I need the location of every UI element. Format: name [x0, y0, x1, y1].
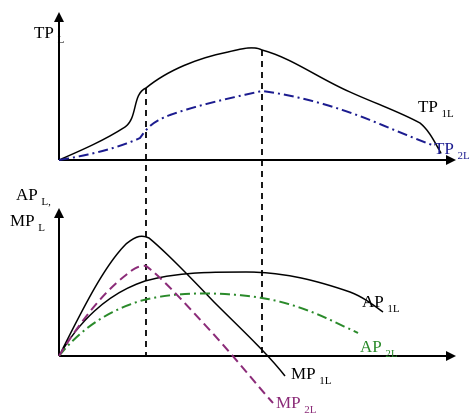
mp2l-label-sub: 2L — [304, 404, 317, 416]
mp2l-label-main: MP — [276, 393, 300, 412]
mp1l-label-main: MP — [291, 364, 315, 383]
mp1l-label-sub: 1L — [319, 375, 332, 387]
ap1l-label-main: AP — [362, 292, 383, 311]
tp1l-label-main: TP — [418, 97, 437, 116]
ap1l-label: AP 1L — [362, 292, 400, 315]
tp2l-curve — [58, 89, 433, 161]
ap2l-label-main: AP — [360, 337, 381, 356]
top-y-axis-label-sub: L — [57, 34, 64, 46]
tp1l-label: TP 1L — [418, 97, 454, 120]
tp1l-label-sub: 1L — [441, 108, 454, 120]
bottom-y-axis-label-line1-sub: L, — [41, 196, 51, 208]
mp1l-curve — [58, 235, 286, 377]
ap1l-curve — [58, 271, 384, 357]
tp1l-curve — [58, 47, 442, 161]
bottom-y-axis-label-line1: AP L, — [16, 185, 51, 208]
mp1l-label: MP 1L — [291, 364, 332, 387]
ap2l-curve — [58, 292, 359, 357]
top-y-axis-label: TP L — [34, 23, 64, 46]
tp2l-label-sub: 2L — [457, 150, 470, 162]
mp2l-curve — [58, 264, 274, 404]
bottom-y-axis-label-line2-sub: L — [38, 222, 45, 234]
top-y-axis-label-main: TP — [34, 23, 53, 42]
tp2l-label: TP 2L — [434, 139, 470, 162]
bottom-y-axis-label-line2-main: MP — [10, 211, 34, 230]
bottom-y-axis-label-line1-main: AP — [16, 185, 37, 204]
ap1l-label-sub: 1L — [387, 303, 400, 315]
tp2l-label-main: TP — [434, 139, 453, 158]
ap2l-label-sub: 2L — [385, 348, 398, 360]
mp2l-label: MP 2L — [276, 393, 317, 416]
bottom-y-axis-label-line2: MP L — [10, 211, 45, 234]
ap2l-label: AP 2L — [360, 337, 398, 360]
